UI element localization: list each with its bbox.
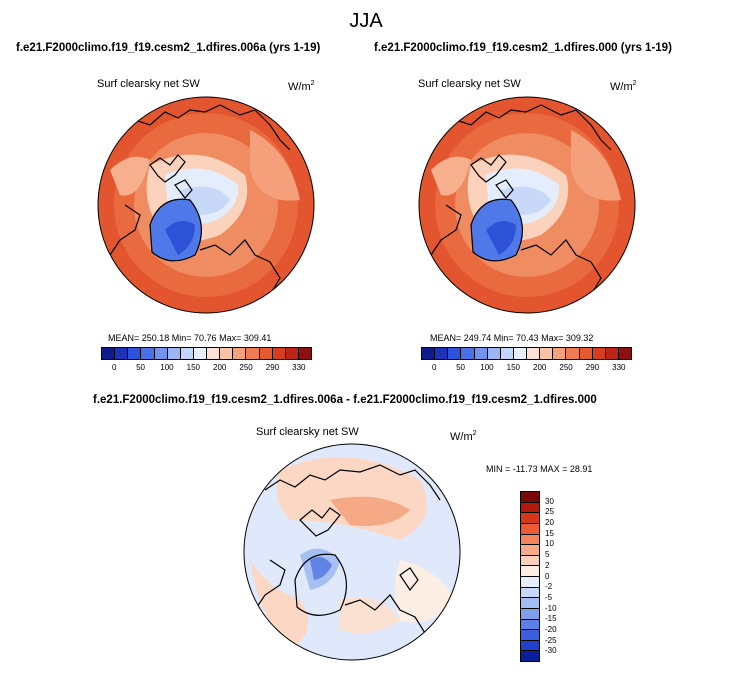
diff-colorbar-tick-label: -15 — [545, 614, 557, 624]
left-colorbar-swatch — [207, 348, 221, 359]
diff-colorbar-swatch — [521, 598, 539, 609]
diff-stats: MIN = -11.73 MAX = 28.91 — [486, 464, 593, 474]
diff-colorbar-tick-label: 2 — [545, 560, 550, 570]
left-variable-label: Surf clearsky net SW — [97, 78, 200, 90]
left-colorbar-swatch — [154, 348, 168, 359]
diff-colorbar-swatch — [521, 608, 539, 620]
diff-colorbar-tick-label: -25 — [545, 635, 557, 645]
diff-colorbar-swatch — [521, 651, 539, 661]
left-colorbar-swatch — [193, 348, 207, 359]
diff-colorbar-swatch — [521, 502, 539, 514]
diff-colorbar-swatch — [521, 587, 539, 599]
left-colorbar-tick-label: 250 — [239, 363, 253, 372]
diff-units-label: W/m2 — [450, 430, 477, 443]
left-colorbar-tick-label: 100 — [160, 363, 174, 372]
right-colorbar-swatch — [553, 348, 567, 359]
diff-case-title: f.e21.F2000climo.f19_f19.cesm2_1.dfires.… — [93, 394, 597, 406]
right-colorbar-swatch — [474, 348, 488, 359]
right-colorbar — [421, 347, 632, 360]
right-colorbar-swatch — [422, 348, 436, 359]
left-colorbar-tick-label: 290 — [265, 363, 280, 372]
right-colorbar-tick-label: 100 — [480, 363, 494, 372]
right-colorbar-swatch — [487, 348, 501, 359]
left-colorbar-swatch — [285, 348, 299, 359]
left-colorbar-tick-label: 150 — [186, 363, 200, 372]
left-colorbar-swatch — [233, 348, 247, 359]
right-colorbar-tick-label: 150 — [506, 363, 520, 372]
left-colorbar-swatch — [180, 348, 194, 359]
diff-colorbar-tick-label: 30 — [545, 496, 554, 506]
left-case-title: f.e21.F2000climo.f19_f19.cesm2_1.dfires.… — [16, 42, 321, 54]
right-variable-label: Surf clearsky net SW — [418, 78, 521, 90]
left-colorbar-swatch — [298, 348, 311, 359]
diff-colorbar-ticks: 30 25 20 15 10 5 2 0 -2 -5 -10 -15 -20 -25 -30 — [545, 491, 585, 662]
right-colorbar-swatch — [566, 348, 580, 359]
right-colorbar-ticks: 0 50 100 150 200 250 290 330 — [421, 363, 632, 375]
left-colorbar-swatch — [141, 348, 155, 359]
right-units-label: W/m2 — [610, 80, 637, 93]
right-colorbar-swatch — [513, 348, 527, 359]
right-colorbar-tick-label: 250 — [559, 363, 573, 372]
diff-colorbar-tick-label: 10 — [545, 539, 554, 549]
left-colorbar-swatch — [220, 348, 234, 359]
diff-colorbar — [520, 491, 540, 662]
right-colorbar-tick-label: 290 — [585, 363, 600, 372]
diff-colorbar-tick-label: -30 — [545, 646, 557, 656]
right-colorbar-swatch — [461, 348, 475, 359]
right-colorbar-swatch — [605, 348, 619, 359]
left-colorbar — [101, 347, 312, 360]
diff-colorbar-tick-label: -20 — [545, 624, 557, 634]
left-colorbar-swatch — [167, 348, 181, 359]
right-colorbar-tick-label: 200 — [533, 363, 547, 372]
diff-colorbar-swatch — [521, 619, 539, 631]
diff-colorbar-swatch — [521, 492, 539, 503]
right-colorbar-swatch — [579, 348, 593, 359]
diff-colorbar-swatch — [521, 640, 539, 652]
right-colorbar-tick-label: 50 — [456, 363, 466, 372]
diff-variable-label: Surf clearsky net SW — [256, 426, 359, 438]
left-stats: MEAN= 250.18 Min= 70.76 Max= 309.41 — [108, 333, 272, 343]
diff-colorbar-tick-label: -5 — [545, 592, 553, 602]
left-colorbar-swatch — [115, 348, 129, 359]
right-stats: MEAN= 249.74 Min= 70.43 Max= 309.32 — [430, 333, 594, 343]
left-colorbar-tick-label: 50 — [136, 363, 146, 372]
diff-colorbar-tick-label: 5 — [545, 550, 550, 560]
left-colorbar-swatch — [128, 348, 142, 359]
diff-colorbar-swatch — [521, 555, 539, 567]
right-colorbar-tick-label: 330 — [612, 363, 626, 372]
diff-colorbar-tick-label: 15 — [545, 528, 554, 538]
diff-colorbar-swatch — [521, 577, 539, 588]
left-colorbar-tick-label: 0 — [111, 363, 117, 372]
right-colorbar-swatch — [500, 348, 514, 359]
diff-colorbar-tick-label: 20 — [545, 518, 554, 528]
right-colorbar-tick-label: 0 — [431, 363, 437, 372]
diff-colorbar-tick-label: -2 — [545, 582, 553, 592]
left-colorbar-swatch — [246, 348, 260, 359]
diff-colorbar-swatch — [521, 523, 539, 535]
left-colorbar-ticks: 0 50 100 150 200 250 290 330 — [101, 363, 312, 375]
diff-colorbar-swatch — [521, 534, 539, 546]
right-colorbar-swatch — [618, 348, 631, 359]
diff-colorbar-swatch — [521, 566, 539, 577]
right-colorbar-swatch — [527, 348, 541, 359]
diff-colorbar-tick-label: 0 — [545, 571, 550, 581]
right-case-title: f.e21.F2000climo.f19_f19.cesm2_1.dfires.… — [374, 42, 672, 54]
left-colorbar-tick-label: 200 — [213, 363, 227, 372]
figure-title: JJA — [349, 10, 383, 32]
left-units-label: W/m2 — [288, 80, 315, 93]
left-colorbar-tick-label: 330 — [292, 363, 306, 372]
diff-colorbar-swatch — [521, 630, 539, 641]
left-colorbar-swatch — [272, 348, 286, 359]
right-colorbar-swatch — [592, 348, 606, 359]
diff-colorbar-tick-label: 25 — [545, 507, 554, 517]
right-colorbar-swatch — [435, 348, 449, 359]
right-colorbar-swatch — [448, 348, 462, 359]
left-colorbar-swatch — [102, 348, 116, 359]
right-colorbar-swatch — [540, 348, 554, 359]
left-colorbar-swatch — [259, 348, 273, 359]
diff-colorbar-swatch — [521, 513, 539, 524]
diff-colorbar-swatch — [521, 545, 539, 556]
diff-colorbar-tick-label: -10 — [545, 603, 557, 613]
